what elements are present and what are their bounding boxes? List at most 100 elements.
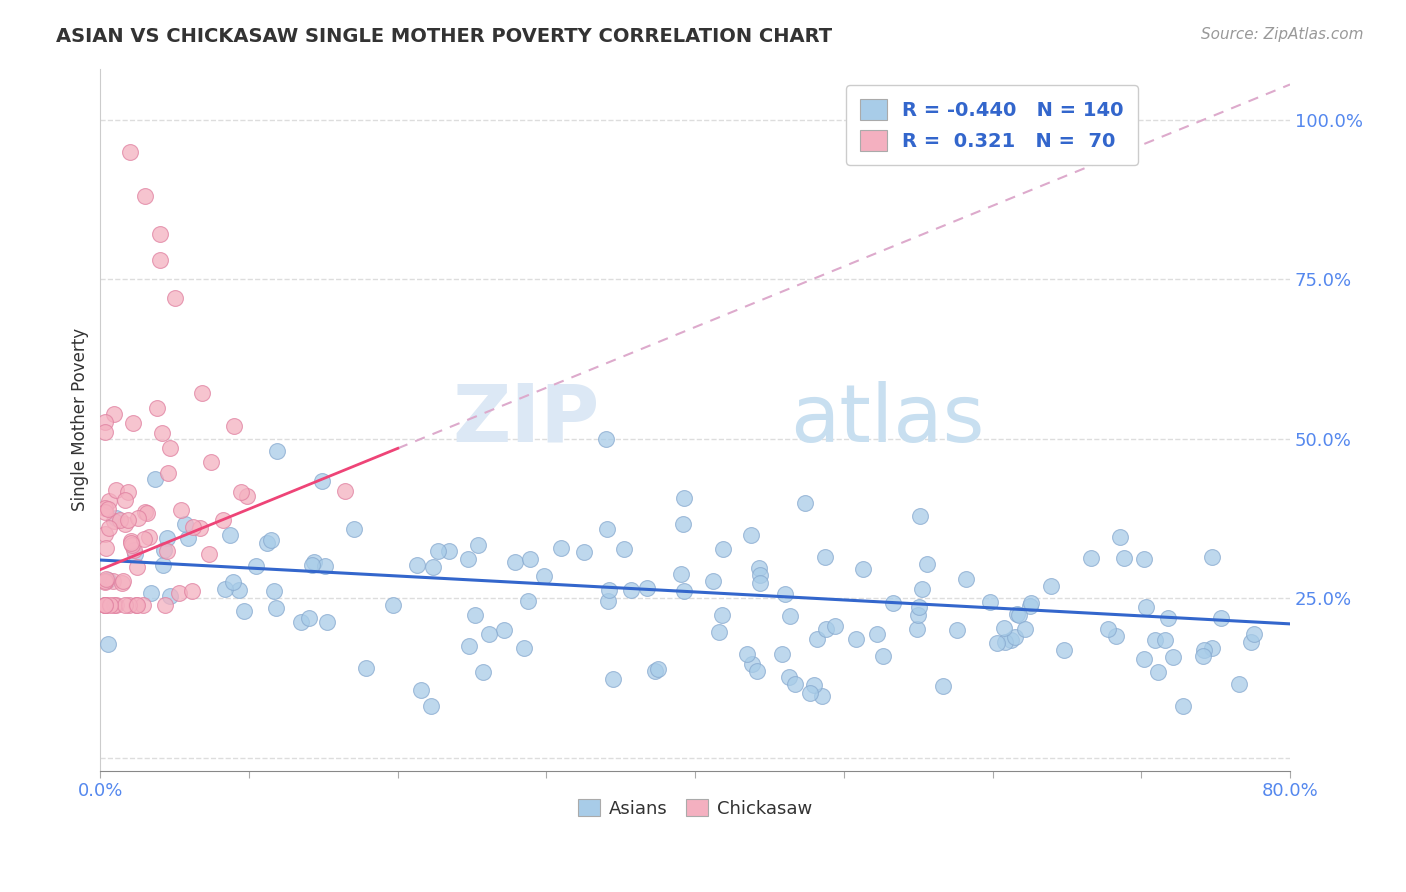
Point [98, 598, 121, 612]
Point [231, 484, 253, 499]
Point [94, 500, 117, 515]
Point [994, 635, 1017, 649]
Point [1201, 641, 1223, 656]
Point [1109, 530, 1132, 544]
Point [97, 573, 120, 587]
Point [748, 561, 770, 575]
Point [118, 598, 141, 612]
Point [748, 567, 770, 582]
Point [409, 683, 432, 698]
Point [467, 538, 489, 552]
Point [852, 561, 875, 575]
Point [183, 519, 205, 533]
Point [1000, 633, 1022, 648]
Point [1147, 665, 1170, 679]
Point [94, 598, 117, 612]
Point [1243, 627, 1265, 641]
Point [711, 541, 734, 556]
Point [671, 566, 693, 581]
Point [512, 641, 534, 656]
Point [710, 608, 733, 623]
Point [221, 575, 243, 590]
Point [1144, 632, 1167, 647]
Point [707, 625, 730, 640]
Point [117, 484, 139, 499]
Point [170, 503, 193, 517]
Point [872, 648, 894, 663]
Point [266, 444, 288, 458]
Point [572, 545, 595, 559]
Point [1157, 611, 1180, 625]
Point [134, 189, 156, 203]
Point [824, 619, 846, 633]
Point [770, 647, 793, 661]
Point [505, 555, 527, 569]
Point [153, 543, 176, 558]
Point [620, 582, 643, 597]
Point [915, 557, 938, 571]
Point [155, 531, 177, 545]
Point [94, 526, 117, 541]
Point [103, 514, 125, 528]
Point [354, 661, 377, 675]
Point [134, 505, 156, 519]
Point [793, 496, 815, 510]
Point [647, 662, 669, 676]
Point [150, 425, 173, 440]
Point [811, 690, 834, 704]
Point [97, 521, 120, 535]
Point [1192, 643, 1215, 657]
Point [260, 533, 283, 547]
Point [1192, 649, 1215, 664]
Point [1229, 677, 1251, 691]
Point [815, 622, 838, 636]
Point [110, 512, 132, 526]
Point [1133, 552, 1156, 566]
Point [159, 441, 181, 455]
Point [138, 531, 160, 545]
Point [672, 516, 695, 531]
Legend: Asians, Chickasaw: Asians, Chickasaw [571, 792, 820, 825]
Point [644, 664, 666, 678]
Point [882, 596, 904, 610]
Point [256, 536, 278, 550]
Point [911, 582, 934, 596]
Point [866, 626, 889, 640]
Point [131, 598, 153, 612]
Point [908, 508, 931, 523]
Point [335, 483, 357, 498]
Point [778, 670, 800, 684]
Point [114, 517, 136, 532]
Point [1080, 551, 1102, 566]
Point [478, 627, 501, 641]
Point [157, 466, 180, 480]
Point [672, 584, 695, 599]
Y-axis label: Single Mother Poverty: Single Mother Poverty [72, 328, 89, 511]
Point [1097, 622, 1119, 636]
Point [301, 558, 323, 572]
Point [94, 415, 117, 429]
Point [741, 657, 763, 671]
Point [117, 513, 139, 527]
Point [457, 639, 479, 653]
Point [233, 604, 256, 618]
Point [737, 647, 759, 661]
Point [136, 506, 159, 520]
Point [219, 528, 242, 542]
Point [114, 598, 136, 612]
Point [596, 522, 619, 536]
Point [149, 253, 172, 268]
Text: atlas: atlas [790, 381, 984, 458]
Point [222, 419, 245, 434]
Text: Source: ZipAtlas.com: Source: ZipAtlas.com [1201, 27, 1364, 42]
Point [785, 677, 807, 691]
Point [263, 584, 285, 599]
Point [94, 425, 117, 440]
Point [97, 502, 120, 516]
Point [492, 623, 515, 637]
Point [1008, 607, 1031, 622]
Point [806, 632, 828, 646]
Point [156, 544, 179, 558]
Point [236, 489, 259, 503]
Point [932, 679, 955, 693]
